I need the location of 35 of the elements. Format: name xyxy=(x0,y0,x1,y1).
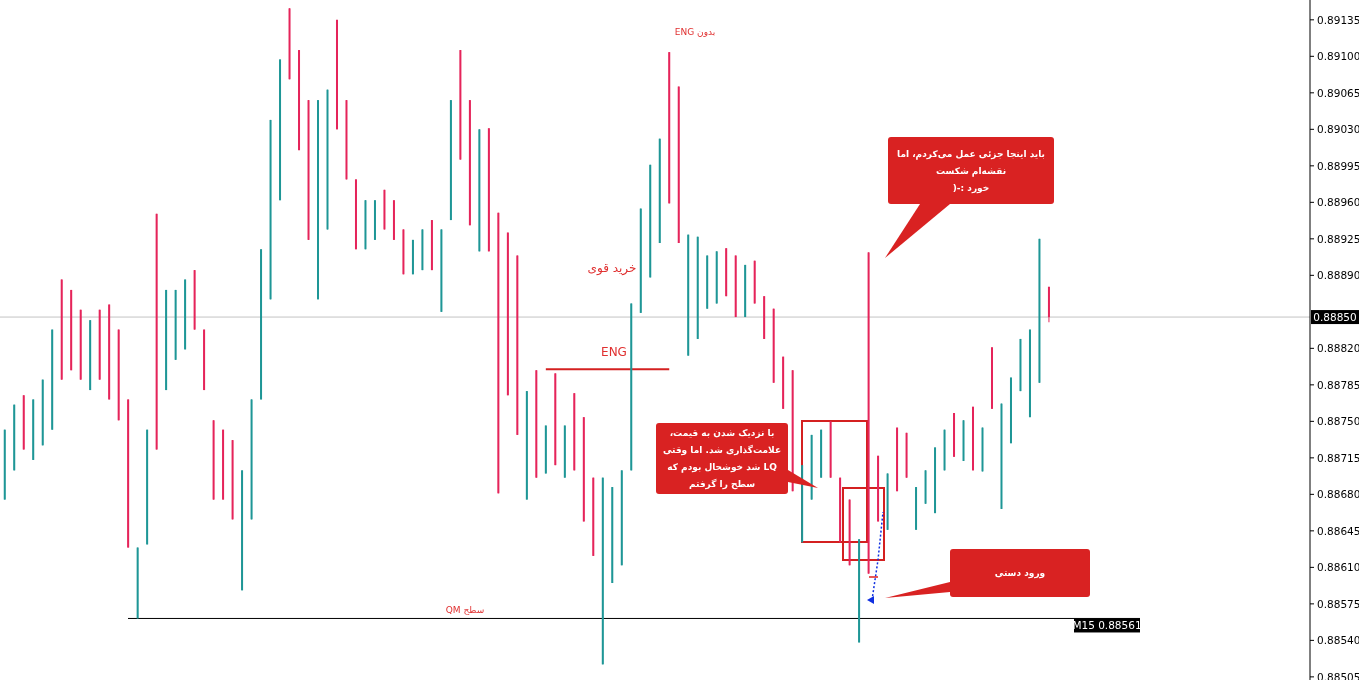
candlestick xyxy=(298,49,301,151)
y-tick-label: 0.89030 xyxy=(1317,123,1359,136)
y-tick-label: 0.88540 xyxy=(1317,634,1359,647)
y-tick-label: 0.89135 xyxy=(1317,13,1359,26)
y-tick-label: 0.88715 xyxy=(1317,451,1359,464)
annotation: خرید قوی xyxy=(587,261,637,276)
y-tick-label: 0.89065 xyxy=(1317,86,1359,99)
annotation: سطح QM xyxy=(445,605,485,615)
annotation: ورود دستی xyxy=(994,568,1046,579)
y-tick-label: 0.88820 xyxy=(1317,342,1359,355)
annotation: با نزدیک شدن به قیمت، علامت‌گذاری شد. اما وقتی LQ شد خوشحال بودم که سطح را گرفتم xyxy=(662,428,782,490)
ref-label: M15 0.88561 xyxy=(1072,618,1142,633)
y-tick-label: 0.88960 xyxy=(1317,196,1359,209)
candlestick xyxy=(1009,377,1012,444)
candlestick xyxy=(354,178,357,250)
candlestick xyxy=(972,406,975,471)
annotation: باید اینجا جزئی عمل می‌کردم، اما نقشه‌ام شکست خورد :-( xyxy=(897,148,1045,194)
y-tick-label: 0.88785 xyxy=(1317,378,1359,391)
ref-label: 0.88850 xyxy=(1311,310,1359,325)
y-tick-label: 0.88645 xyxy=(1317,524,1359,537)
y-tick-label: 0.88680 xyxy=(1317,488,1359,501)
candlestick xyxy=(335,19,338,130)
candlestick xyxy=(953,412,956,458)
candlestick xyxy=(990,346,993,410)
annotation: بدون ENG xyxy=(674,27,716,37)
y-tick-label: 0.88890 xyxy=(1317,269,1359,282)
y-tick-label: 0.89100 xyxy=(1317,50,1359,63)
y-tick-label: 0.88575 xyxy=(1317,597,1359,610)
y-tick-label: 0.88610 xyxy=(1317,561,1359,574)
y-tick-label: 0.88505 xyxy=(1317,670,1359,680)
y-tick-label: 0.88995 xyxy=(1317,159,1359,172)
annotation: ENG xyxy=(601,345,627,359)
y-tick-label: 0.88750 xyxy=(1317,415,1359,428)
candlestick xyxy=(317,99,320,300)
y-tick-label: 0.88925 xyxy=(1317,232,1359,245)
